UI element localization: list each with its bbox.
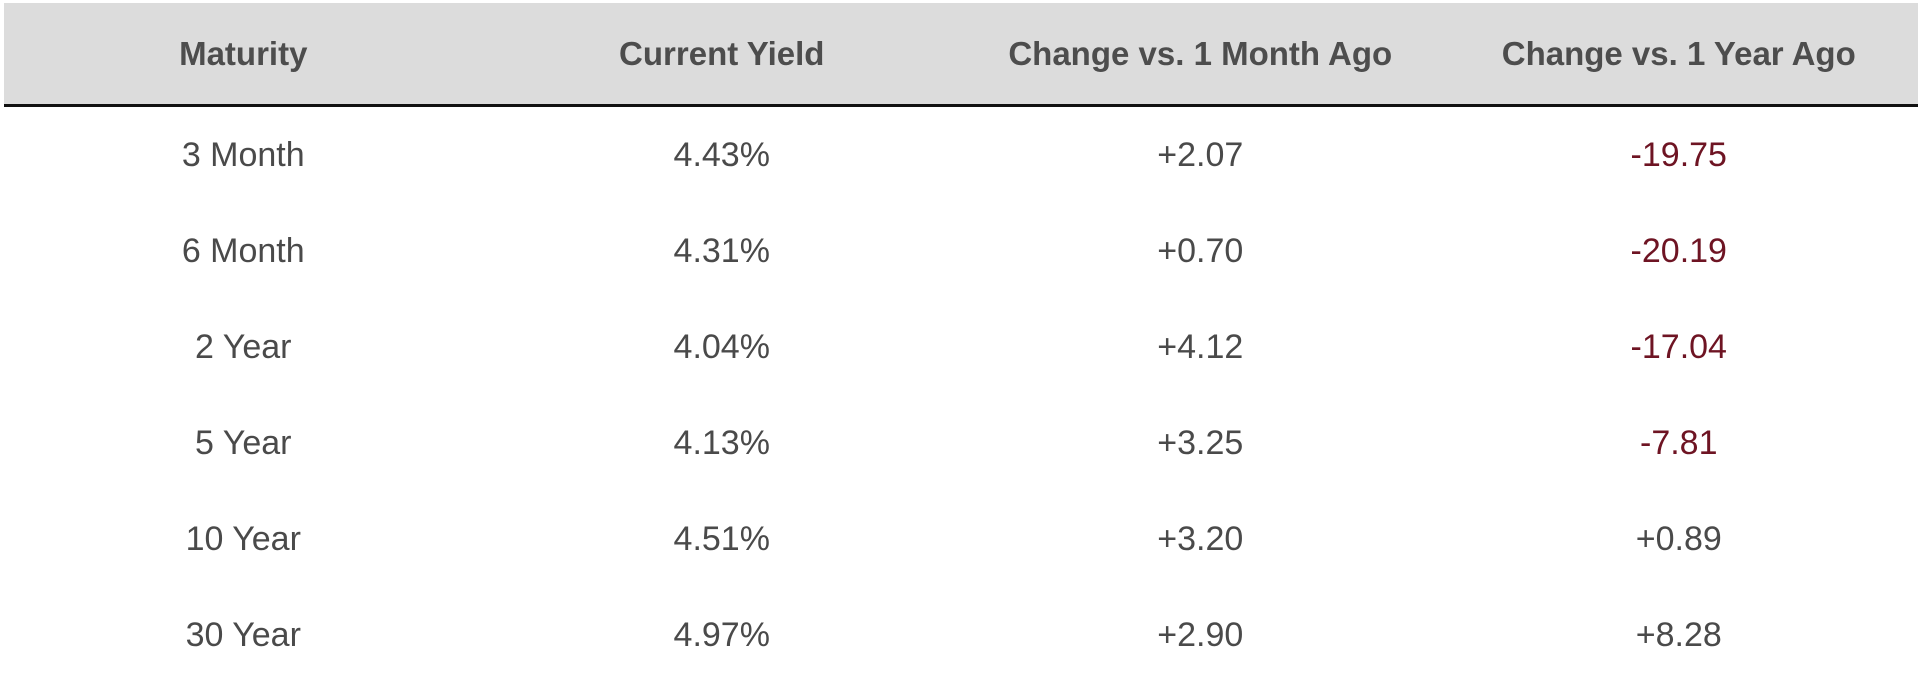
change-1-month-cell: +4.12 xyxy=(1157,327,1244,366)
yield-table: Maturity Current Yield Change vs. 1 Mont… xyxy=(4,3,1918,683)
table-row: 30 Year 4.97% +2.90 +8.28 xyxy=(4,587,1918,683)
header-maturity: Maturity xyxy=(179,34,308,72)
maturity-cell: 10 Year xyxy=(185,519,301,558)
table-row: 10 Year 4.51% +3.20 +0.89 xyxy=(4,491,1918,587)
header-change-1-year: Change vs. 1 Year Ago xyxy=(1501,34,1856,72)
change-1-year-cell: -20.19 xyxy=(1630,231,1727,270)
current-yield-cell: 4.13% xyxy=(673,423,770,462)
change-1-year-cell: -19.75 xyxy=(1630,135,1727,174)
change-1-year-cell: -7.81 xyxy=(1640,423,1718,462)
table-row: 5 Year 4.13% +3.25 -7.81 xyxy=(4,395,1918,491)
header-current-yield: Current Yield xyxy=(619,34,825,72)
change-1-year-cell: -17.04 xyxy=(1630,327,1727,366)
table-row: 2 Year 4.04% +4.12 -17.04 xyxy=(4,299,1918,395)
current-yield-cell: 4.43% xyxy=(673,135,770,174)
maturity-cell: 2 Year xyxy=(195,327,292,366)
change-1-month-cell: +3.20 xyxy=(1157,519,1244,558)
table-row: 6 Month 4.31% +0.70 -20.19 xyxy=(4,203,1918,299)
header-change-1-month: Change vs. 1 Month Ago xyxy=(1008,34,1393,72)
maturity-cell: 30 Year xyxy=(185,615,301,654)
maturity-cell: 5 Year xyxy=(195,423,292,462)
change-1-month-cell: +0.70 xyxy=(1157,231,1244,270)
change-1-year-cell: +8.28 xyxy=(1635,615,1722,654)
change-1-year-cell: +0.89 xyxy=(1635,519,1722,558)
change-1-month-cell: +3.25 xyxy=(1157,423,1244,462)
current-yield-cell: 4.31% xyxy=(673,231,770,270)
maturity-cell: 3 Month xyxy=(181,135,305,174)
change-1-month-cell: +2.07 xyxy=(1157,135,1244,174)
table-header: Maturity Current Yield Change vs. 1 Mont… xyxy=(4,3,1918,107)
change-1-month-cell: +2.90 xyxy=(1157,615,1244,654)
current-yield-cell: 4.04% xyxy=(673,327,770,366)
current-yield-cell: 4.51% xyxy=(673,519,770,558)
maturity-cell: 6 Month xyxy=(181,231,305,270)
current-yield-cell: 4.97% xyxy=(673,615,770,654)
table-row: 3 Month 4.43% +2.07 -19.75 xyxy=(4,107,1918,203)
